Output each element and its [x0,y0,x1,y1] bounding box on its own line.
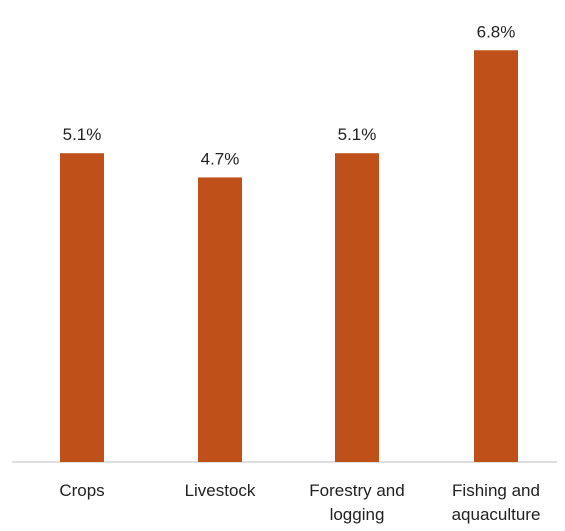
data-label-forestry-and-logging: 5.1% [338,125,377,144]
bar-fishing-and-aquaculture [474,50,518,462]
x-tick-label-crops: Crops [59,481,105,500]
data-label-crops: 5.1% [63,125,102,144]
x-tick-label-fishing-and-aquaculture: Fishing and aquaculture [451,481,541,524]
data-label-livestock: 4.7% [201,149,240,168]
data-label-fishing-and-aquaculture: 6.8% [477,22,516,41]
bar-crops [60,153,104,462]
bar-forestry-and-logging [335,153,379,462]
x-tick-label-livestock: Livestock [184,481,256,500]
bar-livestock [198,177,242,462]
x-tick-label-forestry-and-logging: Forestry and logging [309,481,405,524]
